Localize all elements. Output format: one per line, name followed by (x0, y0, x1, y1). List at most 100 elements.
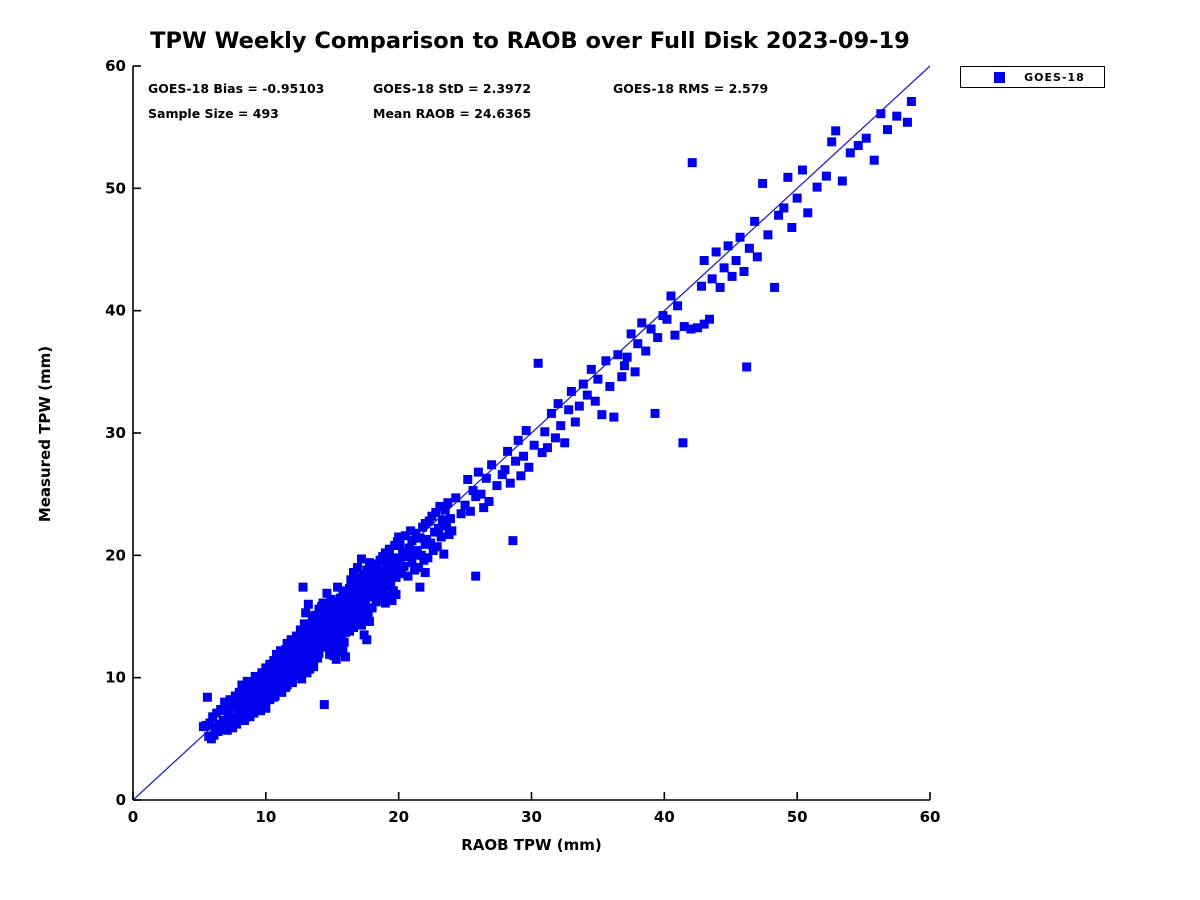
data-point (220, 697, 230, 707)
data-point (445, 514, 455, 524)
stat-sample-size: Sample Size = 493 (148, 106, 279, 121)
data-point (641, 346, 651, 356)
data-point (399, 561, 409, 571)
data-point (821, 171, 831, 181)
data-point (521, 426, 531, 436)
data-point (269, 692, 279, 702)
data-point (646, 324, 656, 334)
data-point (354, 612, 364, 621)
data-point (792, 193, 802, 203)
data-point (431, 508, 441, 518)
data-point (287, 678, 297, 688)
data-point (435, 501, 445, 511)
data-point (339, 637, 349, 647)
data-point (666, 291, 676, 301)
data-point (540, 427, 550, 437)
data-point (273, 673, 283, 683)
data-point (258, 698, 268, 708)
data-point (731, 256, 741, 266)
data-point (513, 435, 523, 445)
data-point (479, 503, 489, 513)
data-point (299, 619, 309, 629)
data-point (330, 635, 340, 645)
data-point (739, 267, 749, 277)
data-point (242, 676, 252, 686)
data-point (707, 274, 717, 284)
data-point (352, 563, 362, 573)
data-point (349, 567, 359, 577)
data-point (902, 117, 912, 127)
data-point (297, 674, 307, 684)
data-point (463, 474, 473, 484)
data-point (411, 528, 421, 538)
data-point (447, 526, 457, 536)
data-point (342, 591, 352, 601)
data-point (290, 635, 300, 645)
data-point (335, 593, 345, 603)
chart-title: TPW Weekly Comparison to RAOB over Full … (150, 28, 910, 54)
data-point (317, 602, 327, 612)
data-point (354, 594, 364, 604)
data-point (476, 489, 486, 499)
data-point (673, 301, 683, 311)
data-point (465, 506, 475, 516)
data-point (434, 523, 444, 533)
data-point (617, 372, 627, 382)
data-point (797, 165, 807, 175)
data-point (578, 379, 588, 389)
data-point (257, 668, 267, 678)
data-point (275, 663, 285, 673)
data-point (774, 210, 784, 220)
data-point (313, 653, 323, 663)
data-point (232, 719, 242, 729)
data-point (307, 613, 317, 623)
data-point (398, 547, 408, 557)
data-point (556, 421, 566, 431)
data-point (314, 648, 324, 658)
y-tick-label: 0 (116, 791, 126, 809)
data-point (711, 247, 721, 257)
data-point (697, 281, 707, 291)
data-point (384, 544, 394, 554)
data-point (613, 350, 623, 360)
y-tick-label: 60 (105, 57, 126, 75)
x-tick-label: 40 (654, 808, 675, 826)
data-point (356, 585, 366, 595)
data-point (601, 356, 611, 366)
data-point (202, 692, 212, 702)
data-point (319, 612, 329, 621)
data-point (473, 467, 483, 477)
data-point (906, 96, 916, 106)
data-point (787, 222, 797, 232)
data-point (524, 462, 534, 472)
data-point (322, 588, 332, 598)
data-point (529, 440, 539, 450)
data-point (783, 172, 793, 182)
data-point (590, 396, 600, 406)
data-point (256, 706, 266, 716)
data-point (249, 708, 259, 718)
x-tick-label: 20 (388, 808, 409, 826)
data-point (356, 554, 366, 564)
data-point (341, 652, 351, 662)
data-point (359, 602, 369, 612)
data-point (326, 594, 336, 604)
data-point (364, 616, 374, 626)
data-point (232, 698, 242, 708)
data-point (362, 565, 372, 575)
data-point (597, 410, 607, 420)
data-point (254, 674, 264, 684)
data-point (456, 509, 466, 519)
data-point (391, 589, 401, 599)
data-point (882, 125, 892, 135)
data-point (704, 314, 714, 324)
data-point (221, 720, 231, 730)
data-point (364, 558, 374, 568)
data-point (503, 446, 513, 456)
data-point (492, 481, 502, 491)
data-point (334, 605, 344, 615)
data-point (396, 569, 406, 579)
data-point (420, 539, 430, 549)
data-point (744, 243, 754, 253)
data-point (424, 516, 434, 526)
